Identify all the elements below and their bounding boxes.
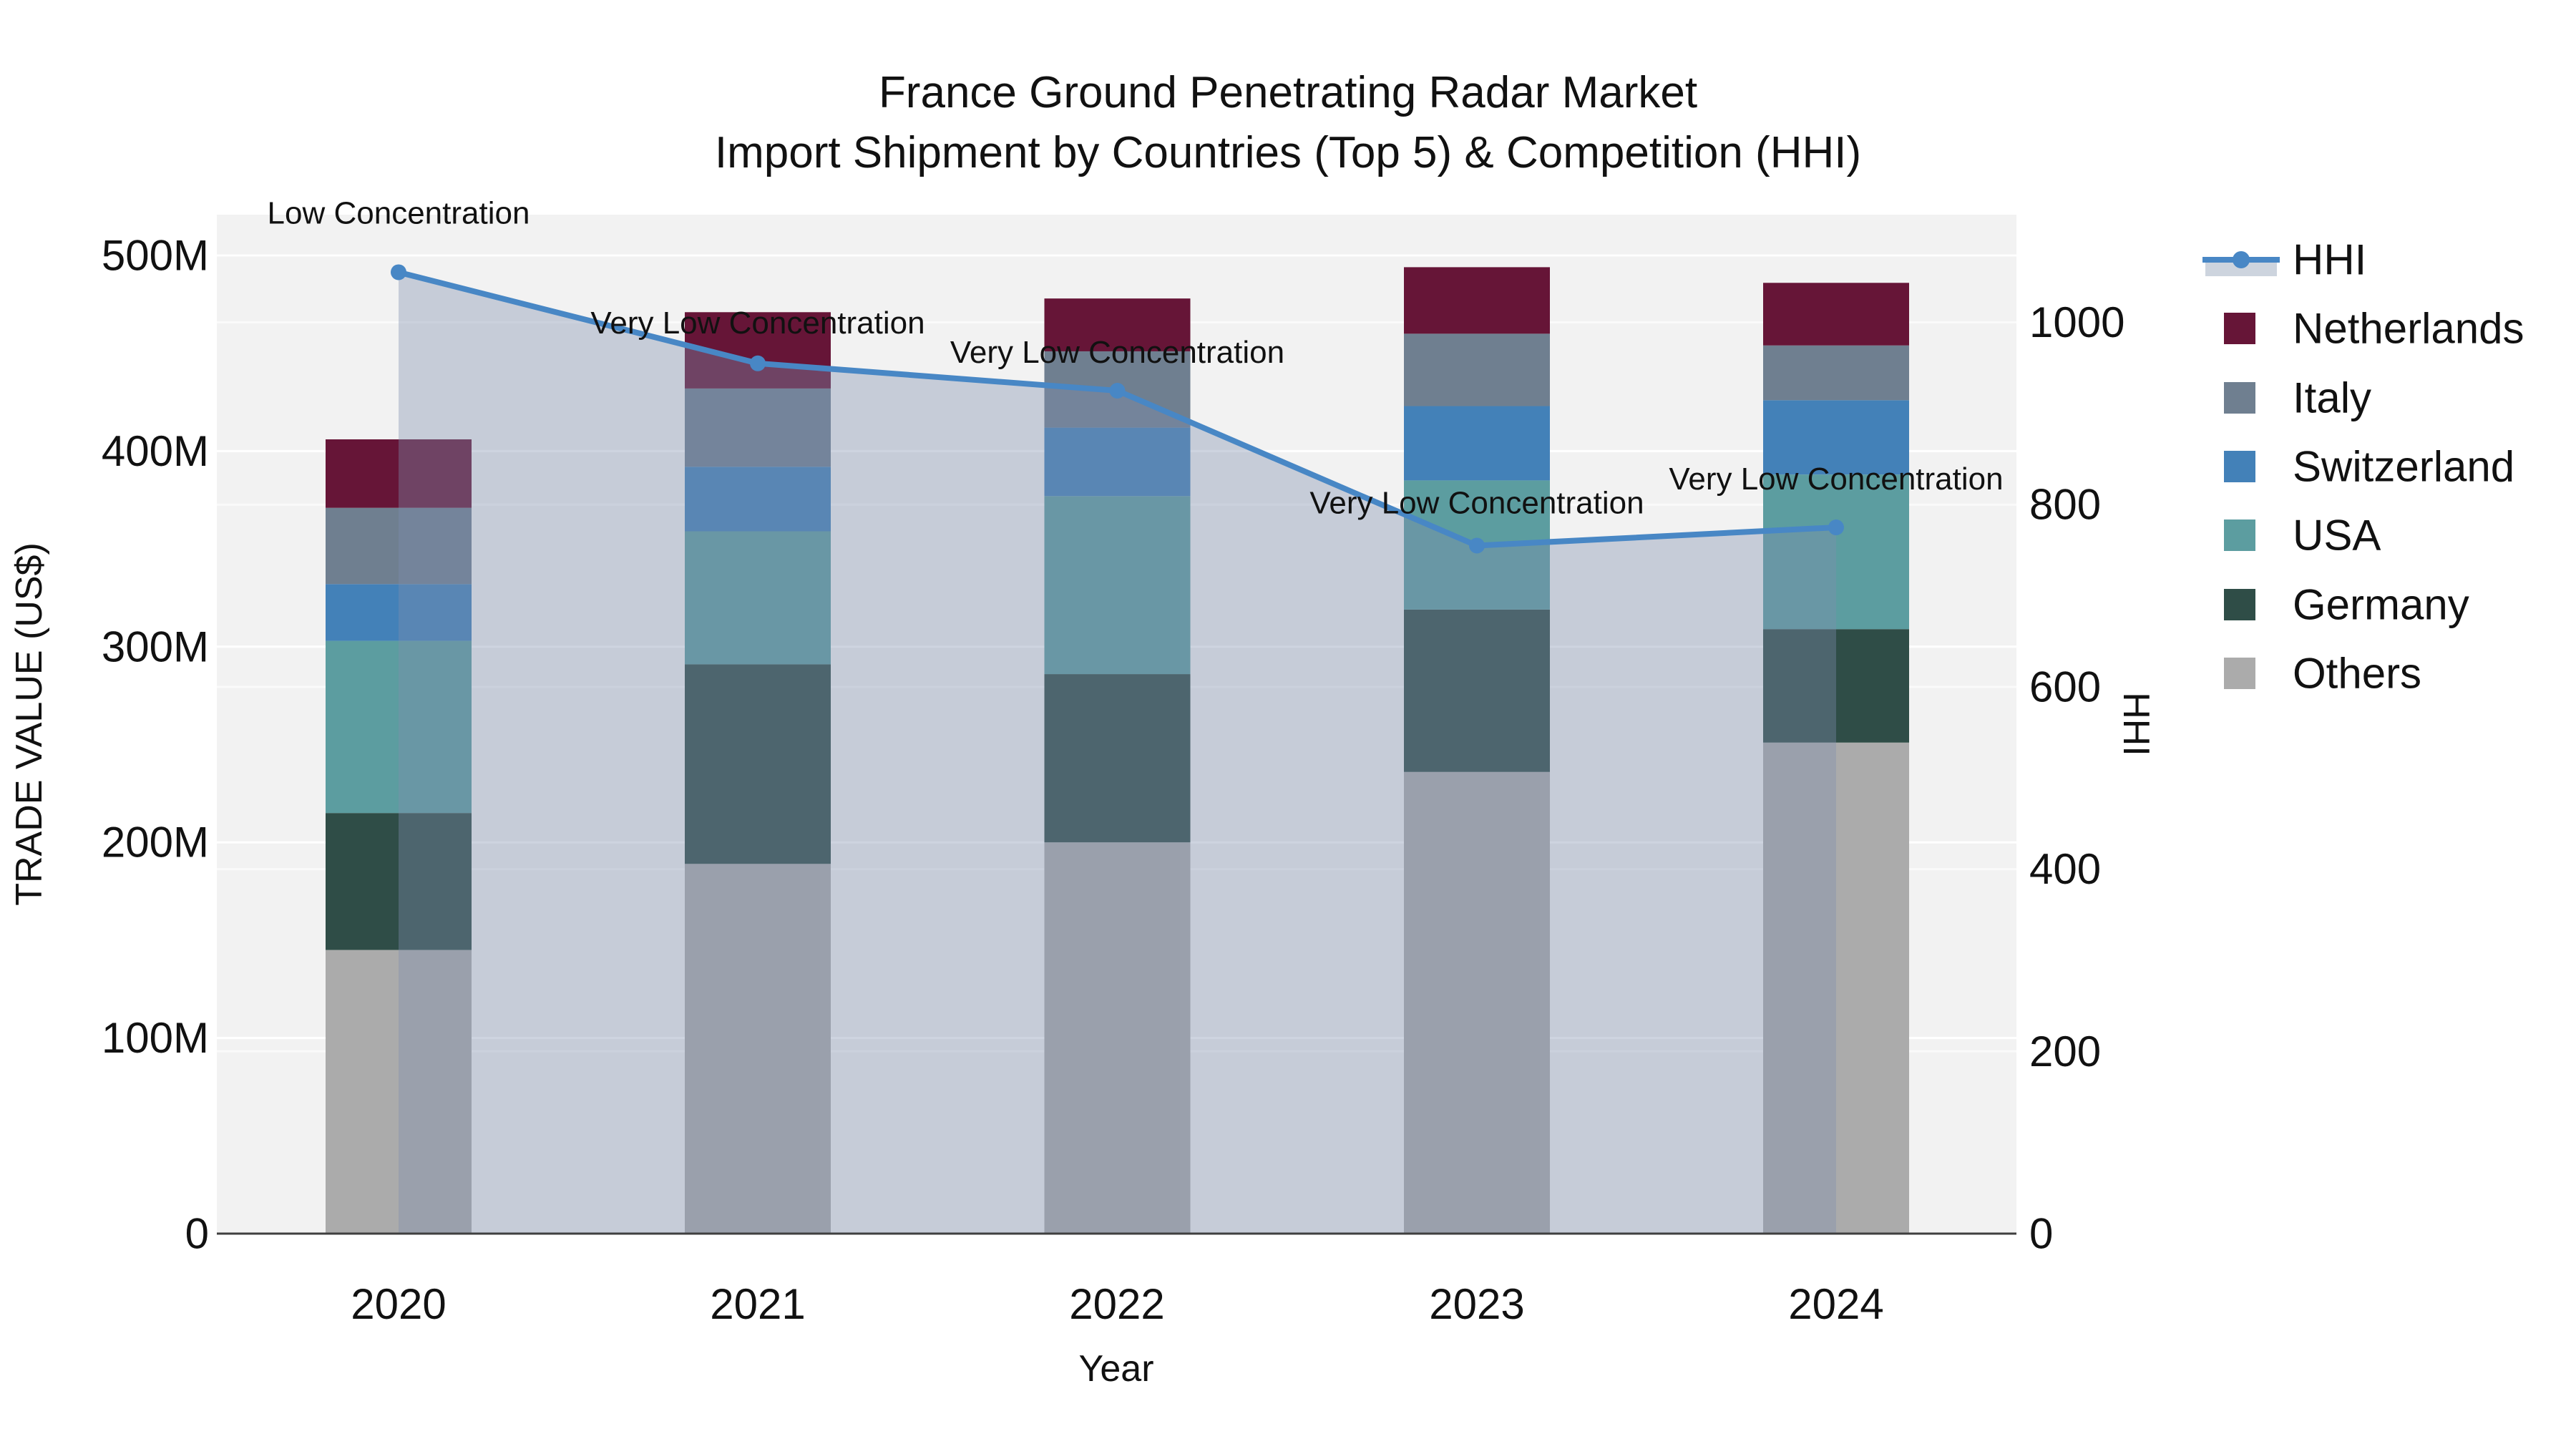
legend-item-others[interactable]: Others <box>2224 650 2421 698</box>
legend: HHI Netherlands Italy Switzerland USA Ge… <box>2202 236 2524 698</box>
legend-item-italy[interactable]: Italy <box>2224 374 2371 422</box>
right-tick-600: 600 <box>2029 663 2101 711</box>
germany-swatch <box>2224 589 2255 620</box>
hhi-marker-sample <box>2233 251 2250 268</box>
left-axis-title: TRADE VALUE (US$) <box>9 542 50 906</box>
chart-title-line1: France Ground Penetrating Radar Market <box>879 68 1697 117</box>
hhi-marker-2022[interactable] <box>1109 383 1126 399</box>
bar-2022-germany[interactable] <box>1044 674 1191 843</box>
bar-2023-switzerland[interactable] <box>1404 406 1550 481</box>
bar-2024-germany[interactable] <box>1763 629 1909 743</box>
left-tick-0: 0 <box>185 1210 209 1258</box>
usa-swatch <box>2224 519 2255 551</box>
right-tick-400: 400 <box>2029 845 2101 893</box>
legend-label-switzerland: Switzerland <box>2293 443 2514 491</box>
bar-2023-germany[interactable] <box>1404 609 1550 772</box>
x-axis-title: Year <box>1078 1348 1153 1390</box>
right-axis-ticks: 0 200 400 600 800 1000 <box>2029 298 2124 1258</box>
bar-2022-others[interactable] <box>1044 842 1191 1234</box>
annotation-2023: Very Low Concentration <box>1309 486 1644 521</box>
legend-label-others: Others <box>2293 650 2421 698</box>
legend-item-netherlands[interactable]: Netherlands <box>2224 305 2524 353</box>
bar-2021-germany[interactable] <box>685 664 831 864</box>
legend-label-germany: Germany <box>2293 581 2469 629</box>
x-tick-2021: 2021 <box>710 1280 805 1328</box>
left-tick-400m: 400M <box>102 427 209 475</box>
bar-2021-switzerland[interactable] <box>685 467 831 532</box>
x-tick-2020: 2020 <box>351 1280 446 1328</box>
x-tick-2022: 2022 <box>1069 1280 1164 1328</box>
left-axis-ticks: 0 100M 200M 300M 400M 500M <box>102 232 209 1258</box>
right-tick-0: 0 <box>2029 1210 2053 1258</box>
bar-2020-netherlands[interactable] <box>326 439 472 508</box>
bar-2020-switzerland[interactable] <box>326 584 472 641</box>
left-tick-100m: 100M <box>102 1014 209 1062</box>
switzerland-swatch <box>2224 451 2255 482</box>
annotation-2022: Very Low Concentration <box>950 335 1284 370</box>
legend-item-germany[interactable]: Germany <box>2224 581 2469 629</box>
bar-2023-netherlands[interactable] <box>1404 267 1550 334</box>
bar-2020-italy[interactable] <box>326 507 472 585</box>
annotation-2024: Very Low Concentration <box>1669 462 2003 497</box>
hhi-annotations: Low Concentration Very Low Concentration… <box>268 195 2004 520</box>
legend-item-usa[interactable]: USA <box>2224 512 2381 560</box>
bar-2023-others[interactable] <box>1404 771 1550 1234</box>
bar-2024-italy[interactable] <box>1763 345 1909 401</box>
bar-2024-switzerland[interactable] <box>1763 400 1909 475</box>
hhi-marker-2020[interactable] <box>391 264 406 280</box>
left-tick-200m: 200M <box>102 819 209 867</box>
legend-item-switzerland[interactable]: Switzerland <box>2224 443 2514 491</box>
bar-2024-usa[interactable] <box>1763 474 1909 630</box>
legend-label-netherlands: Netherlands <box>2293 305 2524 353</box>
legend-label-italy: Italy <box>2293 374 2371 422</box>
bar-2024-netherlands[interactable] <box>1763 283 1909 346</box>
right-axis-title: HHI <box>2115 692 2157 756</box>
hhi-marker-2023[interactable] <box>1469 537 1485 554</box>
netherlands-swatch <box>2224 313 2255 344</box>
hhi-area-fill <box>399 272 1836 1234</box>
bar-2021-others[interactable] <box>685 864 831 1234</box>
right-tick-1000: 1000 <box>2029 298 2124 346</box>
hhi-marker-2021[interactable] <box>750 355 766 371</box>
italy-swatch <box>2224 382 2255 414</box>
bar-2022-switzerland[interactable] <box>1044 427 1191 497</box>
annotation-2021: Very Low Concentration <box>590 306 924 341</box>
legend-label-hhi: HHI <box>2293 236 2366 284</box>
bar-2023-italy[interactable] <box>1404 333 1550 406</box>
bar-2022-netherlands[interactable] <box>1044 298 1191 351</box>
chart-title-line2: Import Shipment by Countries (Top 5) & C… <box>715 128 1861 177</box>
bar-2020-others[interactable] <box>326 950 472 1234</box>
x-axis-ticks: 2020 2021 2022 2023 2024 <box>351 1280 1883 1328</box>
bar-2022-usa[interactable] <box>1044 496 1191 675</box>
bar-2020-germany[interactable] <box>326 813 472 950</box>
x-tick-2023: 2023 <box>1429 1280 1524 1328</box>
x-tick-2024: 2024 <box>1788 1280 1883 1328</box>
bar-2020-usa[interactable] <box>326 640 472 814</box>
right-tick-800: 800 <box>2029 481 2101 529</box>
legend-label-usa: USA <box>2293 512 2381 560</box>
bar-2021-usa[interactable] <box>685 531 831 665</box>
stacked-bars <box>326 267 1909 1234</box>
hhi-marker-2024[interactable] <box>1828 519 1844 536</box>
left-tick-500m: 500M <box>102 232 209 280</box>
hhi-line-layer <box>391 264 1844 1234</box>
right-tick-200: 200 <box>2029 1028 2101 1075</box>
annotation-2020: Low Concentration <box>268 195 530 230</box>
bar-2021-italy[interactable] <box>685 388 831 467</box>
left-tick-300m: 300M <box>102 623 209 670</box>
bar-2024-others[interactable] <box>1763 742 1909 1234</box>
others-swatch <box>2224 658 2255 689</box>
legend-item-hhi[interactable]: HHI <box>2202 236 2366 284</box>
